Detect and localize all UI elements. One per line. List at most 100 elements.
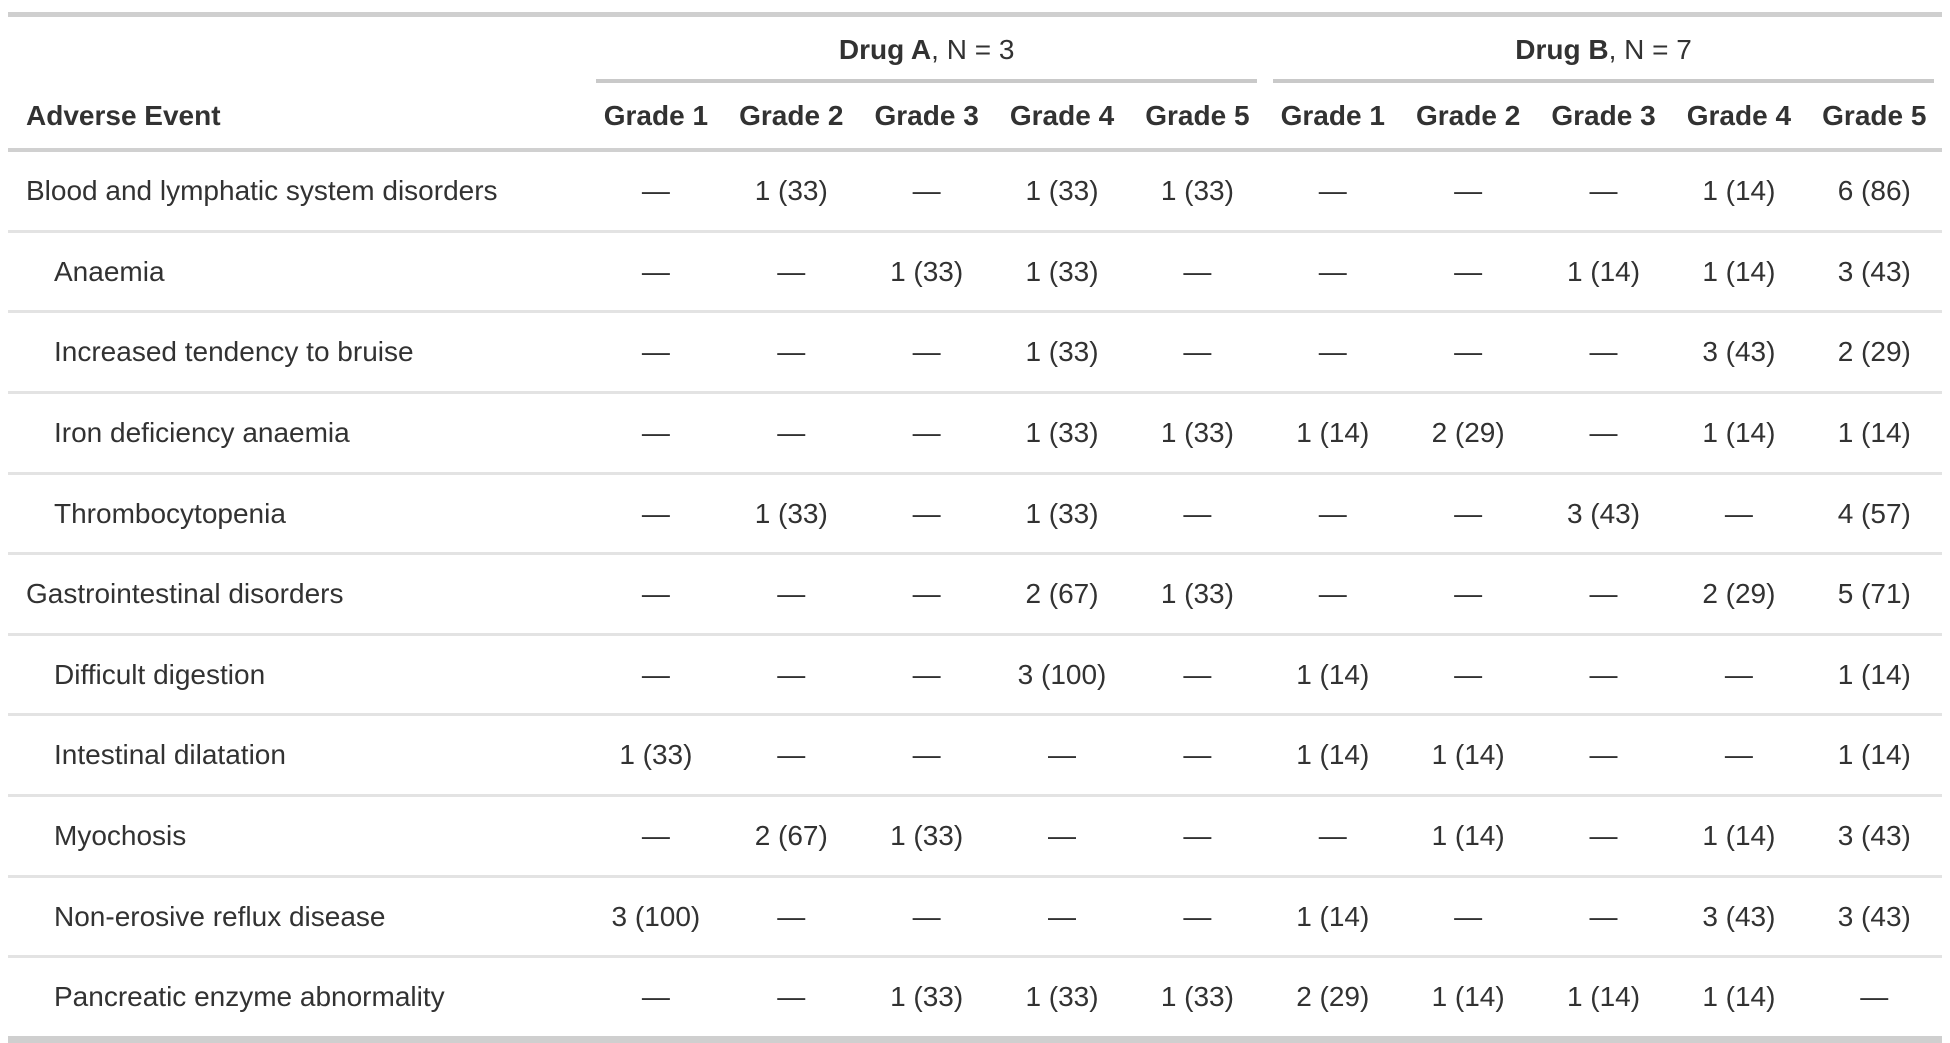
drug-a-spanner: Drug A, N = 3	[588, 15, 1265, 83]
table-row: Gastrointestinal disorders — — —2 (67) 1 (33…	[8, 552, 1942, 635]
grade-column-header-drug-a-4: Grade 4	[994, 82, 1130, 153]
grade-value-cell-drug-a-grade-5: —	[1129, 713, 1266, 796]
grade-value-cell-drug-a-grade-3: 1 (33)	[858, 229, 995, 312]
grade-column-header-drug-b-2: Grade 2	[1400, 82, 1536, 153]
grade-value-cell-drug-b-grade-4: 1 (14)	[1671, 390, 1807, 474]
grade-column-header-drug-b-4: Grade 4	[1671, 82, 1807, 153]
grade-value-cell-drug-a-grade-3: —	[858, 713, 995, 796]
grade-value-cell-drug-b-grade-1: 1 (14)	[1265, 390, 1401, 474]
grade-value-cell-drug-a-grade-2: —	[723, 874, 859, 957]
adverse-event-column-header: Adverse Event	[8, 82, 589, 153]
event-label-cell: Difficult digestion	[8, 632, 589, 715]
grade-value-cell-drug-a-grade-3: 1 (33)	[858, 793, 995, 877]
grade-value-cell-drug-a-grade-2: 1 (33)	[754, 175, 828, 207]
grade-value-cell-drug-b-grade-2: —	[1400, 632, 1536, 715]
table-row: Increased tendency to bruise — — —1 (33) — — —…	[8, 310, 1942, 393]
grade-value-cell-drug-b-grade-4: 3 (43)	[1671, 874, 1807, 957]
adverse-events-table: Drug A, N = 3 Drug B, N = 7 Adverse Even…	[8, 12, 1942, 1043]
grade-value-cell-drug-a-grade-3: 1 (33)	[858, 955, 995, 1040]
grade-column-header-drug-b-3: Grade 3	[1535, 82, 1672, 153]
table-row: Intestinal dilatation 1 (33) — — — —1 (14) 1 (…	[8, 713, 1942, 796]
drug-a-spanner-label: Drug A, N = 3	[596, 33, 1258, 83]
grade-value-cell-drug-b-grade-2: 1 (14)	[1400, 713, 1536, 796]
grade-column-header-drug-a-1: Grade 1	[588, 82, 724, 153]
grade-value-cell-drug-b-grade-2: —	[1454, 175, 1483, 207]
grade-value-cell-drug-b-grade-4: 1 (14)	[1671, 229, 1807, 312]
grade-value-cell-drug-a-grade-3: —	[858, 310, 995, 393]
event-label-cell: Anaemia	[8, 229, 589, 312]
grade-value-cell-drug-a-grade-1: —	[588, 390, 724, 474]
column-header-row: Adverse Event Grade 1 Grade 2 Grade 3 Grade…	[8, 82, 1942, 153]
grade-value-cell-drug-b-grade-2: 1 (14)	[1400, 955, 1536, 1040]
grade-value-cell-drug-a-grade-2: —	[723, 552, 859, 635]
grade-column-header-drug-a-5: Grade 5	[1129, 82, 1266, 153]
grade-value-cell-drug-b-grade-2: —	[1400, 552, 1536, 635]
table-row: Thrombocytopenia —1 (33) —1 (33) — — —3 (43) —…	[8, 471, 1942, 554]
grade-value-cell-drug-b-grade-3: —	[1535, 310, 1672, 393]
grade-value-cell-drug-b-grade-5: 6 (86)	[1837, 175, 1911, 207]
grade-value-cell-drug-b-grade-1: 1 (14)	[1265, 874, 1401, 957]
grade-value-cell-drug-a-grade-1: —	[588, 632, 724, 715]
grade-value-cell-drug-a-grade-1: —	[588, 310, 724, 393]
event-label-cell: Increased tendency to bruise	[8, 310, 589, 393]
grade-value-cell-drug-a-grade-5: —	[1129, 229, 1266, 312]
table-row: Anaemia — —1 (33) 1 (33) — — —1 (14) 1 (14) 3 (4…	[8, 229, 1942, 312]
grade-value-cell-drug-a-grade-1: —	[588, 793, 724, 877]
grade-value-cell-drug-a-grade-4: 1 (33)	[994, 955, 1130, 1040]
grade-value-cell-drug-a-grade-5: 1 (33)	[1160, 175, 1234, 207]
grade-value-cell-drug-a-grade-2: —	[723, 632, 859, 715]
drug-b-name: Drug B	[1515, 34, 1609, 65]
grade-value-cell-drug-b-grade-5: 3 (43)	[1806, 793, 1942, 877]
table-row: Pancreatic enzyme abnormality — —1 (33) 1 (…	[8, 955, 1942, 1040]
grade-value-cell-drug-a-grade-2: 1 (33)	[723, 471, 859, 554]
grade-value-cell-drug-b-grade-1: —	[1265, 793, 1401, 877]
grade-value-cell-drug-a-grade-3: —	[858, 390, 995, 474]
grade-value-cell-drug-b-grade-5: 1 (14)	[1806, 713, 1942, 796]
grade-value-cell-drug-b-grade-4: —	[1671, 632, 1807, 715]
grade-value-cell-drug-a-grade-4: 1 (33)	[994, 390, 1130, 474]
grade-value-cell-drug-a-grade-4: —	[994, 874, 1130, 957]
grade-value-cell-drug-b-grade-1: 1 (14)	[1265, 713, 1401, 796]
grade-value-cell-drug-a-grade-4: —	[994, 713, 1130, 796]
grade-value-cell-drug-b-grade-2: —	[1400, 471, 1536, 554]
grade-value-cell-drug-a-grade-1: —	[588, 552, 724, 635]
event-label-cell: Non-erosive reflux disease	[8, 874, 589, 957]
drug-a-name: Drug A	[838, 34, 932, 65]
grade-value-cell-drug-b-grade-2: —	[1400, 229, 1536, 312]
grade-value-cell-drug-a-grade-3: —	[858, 874, 995, 957]
grade-value-cell-drug-b-grade-3: —	[1535, 552, 1672, 635]
grade-value-cell-drug-b-grade-5: 3 (43)	[1806, 229, 1942, 312]
grade-value-cell-drug-b-grade-1: —	[1265, 552, 1401, 635]
grade-value-cell-drug-a-grade-3: —	[912, 175, 941, 207]
grade-value-cell-drug-a-grade-4: 1 (33)	[994, 471, 1130, 554]
grade-value-cell-drug-b-grade-3: —	[1535, 793, 1672, 877]
grade-value-cell-drug-a-grade-3: —	[858, 471, 995, 554]
event-label-cell: Intestinal dilatation	[8, 713, 589, 796]
grade-value-cell-drug-a-grade-1: 1 (33)	[588, 713, 724, 796]
grade-value-cell-drug-a-grade-5: —	[1129, 874, 1266, 957]
grade-value-cell-drug-b-grade-4: 1 (14)	[1671, 793, 1807, 877]
spanner-spacer	[8, 15, 588, 83]
grade-value-cell-drug-a-grade-1: —	[588, 229, 724, 312]
grade-value-cell-drug-b-grade-3: —	[1589, 175, 1618, 207]
grade-value-cell-drug-a-grade-5: 1 (33)	[1129, 955, 1266, 1040]
grade-value-cell-drug-a-grade-1: —	[588, 955, 724, 1040]
event-label-cell: Iron deficiency anaemia	[8, 390, 589, 474]
grade-value-cell-drug-b-grade-4: —	[1671, 713, 1807, 796]
grade-value-cell-drug-b-grade-4: —	[1671, 471, 1807, 554]
grade-value-cell-drug-b-grade-3: 3 (43)	[1535, 471, 1672, 554]
grade-value-cell-drug-b-grade-5: 2 (29)	[1806, 310, 1942, 393]
grade-value-cell-drug-b-grade-1: —	[1318, 175, 1347, 207]
grade-value-cell-drug-a-grade-4: 2 (67)	[994, 552, 1130, 635]
grade-column-header-drug-b-5: Grade 5	[1806, 82, 1942, 153]
grade-value-cell-drug-b-grade-4: 1 (14)	[1671, 955, 1807, 1040]
table-row: Iron deficiency anaemia — — —1 (33) 1 (33) 1 …	[8, 390, 1942, 474]
grade-value-cell-drug-a-grade-5: 1 (33)	[1129, 390, 1266, 474]
grade-value-cell-drug-b-grade-3: 1 (14)	[1535, 955, 1672, 1040]
event-label-cell: Myochosis	[8, 793, 589, 877]
grade-value-cell-drug-b-grade-3: —	[1535, 713, 1672, 796]
grade-value-cell-drug-b-grade-5: 4 (57)	[1806, 471, 1942, 554]
grade-value-cell-drug-b-grade-1: —	[1265, 229, 1401, 312]
drug-b-n: , N = 7	[1608, 34, 1692, 65]
event-label-cell: Gastrointestinal disorders	[8, 552, 589, 635]
